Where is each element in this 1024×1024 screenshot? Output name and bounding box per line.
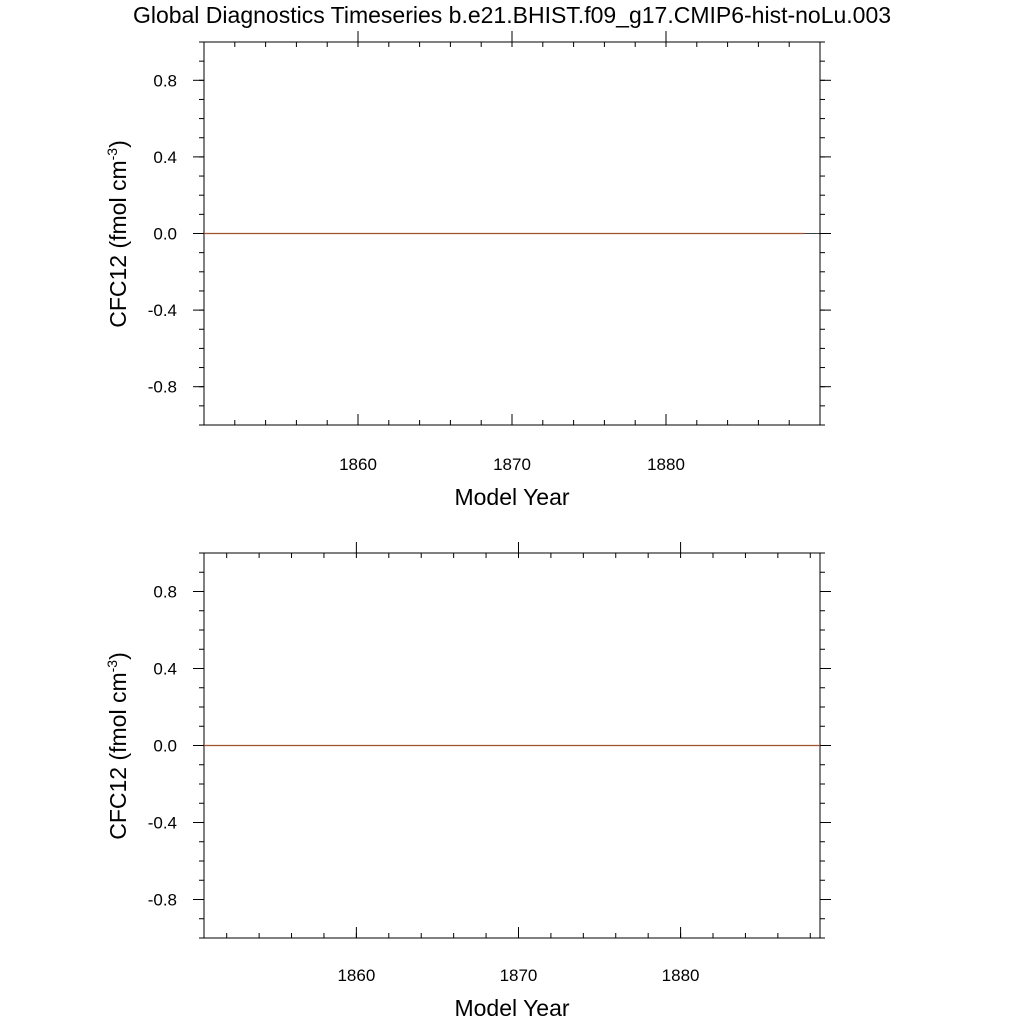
plot-panel-2: 1860 1870 1880 0.8 0.4 0.0 -0.4 -0.8 Model Year C… xyxy=(104,542,831,1021)
y-tick-label: 0.0 xyxy=(153,737,177,756)
y-tick-label: 0.4 xyxy=(153,148,177,167)
plot-panel-1: 1860 1870 1880 0.8 0.4 0.0 -0.4 -0.8 Model Year C… xyxy=(104,31,831,510)
y-tick-label: 0.8 xyxy=(153,71,177,90)
y-axis-label: CFC12 (fmol cm-3) xyxy=(104,652,131,840)
chart-title: Global Diagnostics Timeseries b.e21.BHIS… xyxy=(132,2,892,28)
x-tick-label: 1870 xyxy=(493,455,531,474)
x-tick-label: 1870 xyxy=(500,966,538,985)
y-tick-label: 0.4 xyxy=(153,660,177,679)
y-tick-label: 0.0 xyxy=(153,225,177,244)
x-axis-label: Model Year xyxy=(454,484,569,510)
y-tick-label: -0.8 xyxy=(148,891,177,910)
y-tick-label: -0.4 xyxy=(148,814,177,833)
x-tick-label: 1860 xyxy=(339,455,377,474)
y-tick-label: -0.4 xyxy=(148,301,177,320)
y-tick-label: 0.8 xyxy=(153,583,177,602)
x-tick-label: 1880 xyxy=(647,455,685,474)
y-axis-label: CFC12 (fmol cm-3) xyxy=(104,140,131,328)
y-tick-label: -0.8 xyxy=(148,378,177,397)
x-tick-label: 1880 xyxy=(662,966,700,985)
x-tick-label: 1860 xyxy=(337,966,375,985)
x-axis-label: Model Year xyxy=(454,995,569,1021)
